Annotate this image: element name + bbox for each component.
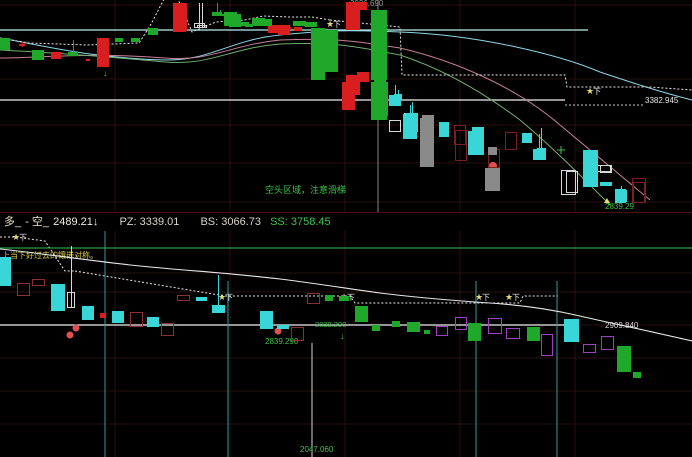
svg-text:下: 下 xyxy=(593,87,601,96)
svg-text:下: 下 xyxy=(333,20,341,29)
svg-text:2839.29: 2839.29 xyxy=(605,202,634,211)
svg-text:空头区域，注意滑梯: 空头区域，注意滑梯 xyxy=(265,184,346,195)
svg-text:↓: ↓ xyxy=(340,331,345,341)
svg-text:下: 下 xyxy=(225,293,233,302)
svg-text:↓: ↓ xyxy=(103,68,108,78)
svg-text:2839.290: 2839.290 xyxy=(315,320,346,329)
svg-text:下: 下 xyxy=(482,293,490,302)
svg-text:3382.945: 3382.945 xyxy=(645,96,679,105)
svg-text:2047.060: 2047.060 xyxy=(300,445,334,454)
svg-text:下: 下 xyxy=(512,293,520,302)
svg-text:下: 下 xyxy=(19,233,27,242)
